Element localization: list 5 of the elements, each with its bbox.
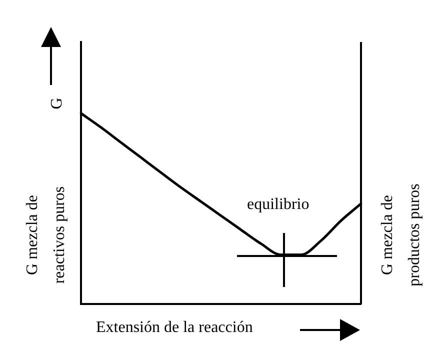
annotation: equilibrio [247, 195, 310, 214]
x-axis-title: Extensión de la reacción [96, 318, 253, 337]
y-axis-title: G [48, 96, 66, 112]
text: G mezcla de productos puros [378, 182, 424, 288]
text: G mezcla de reactivos puros [23, 185, 69, 286]
